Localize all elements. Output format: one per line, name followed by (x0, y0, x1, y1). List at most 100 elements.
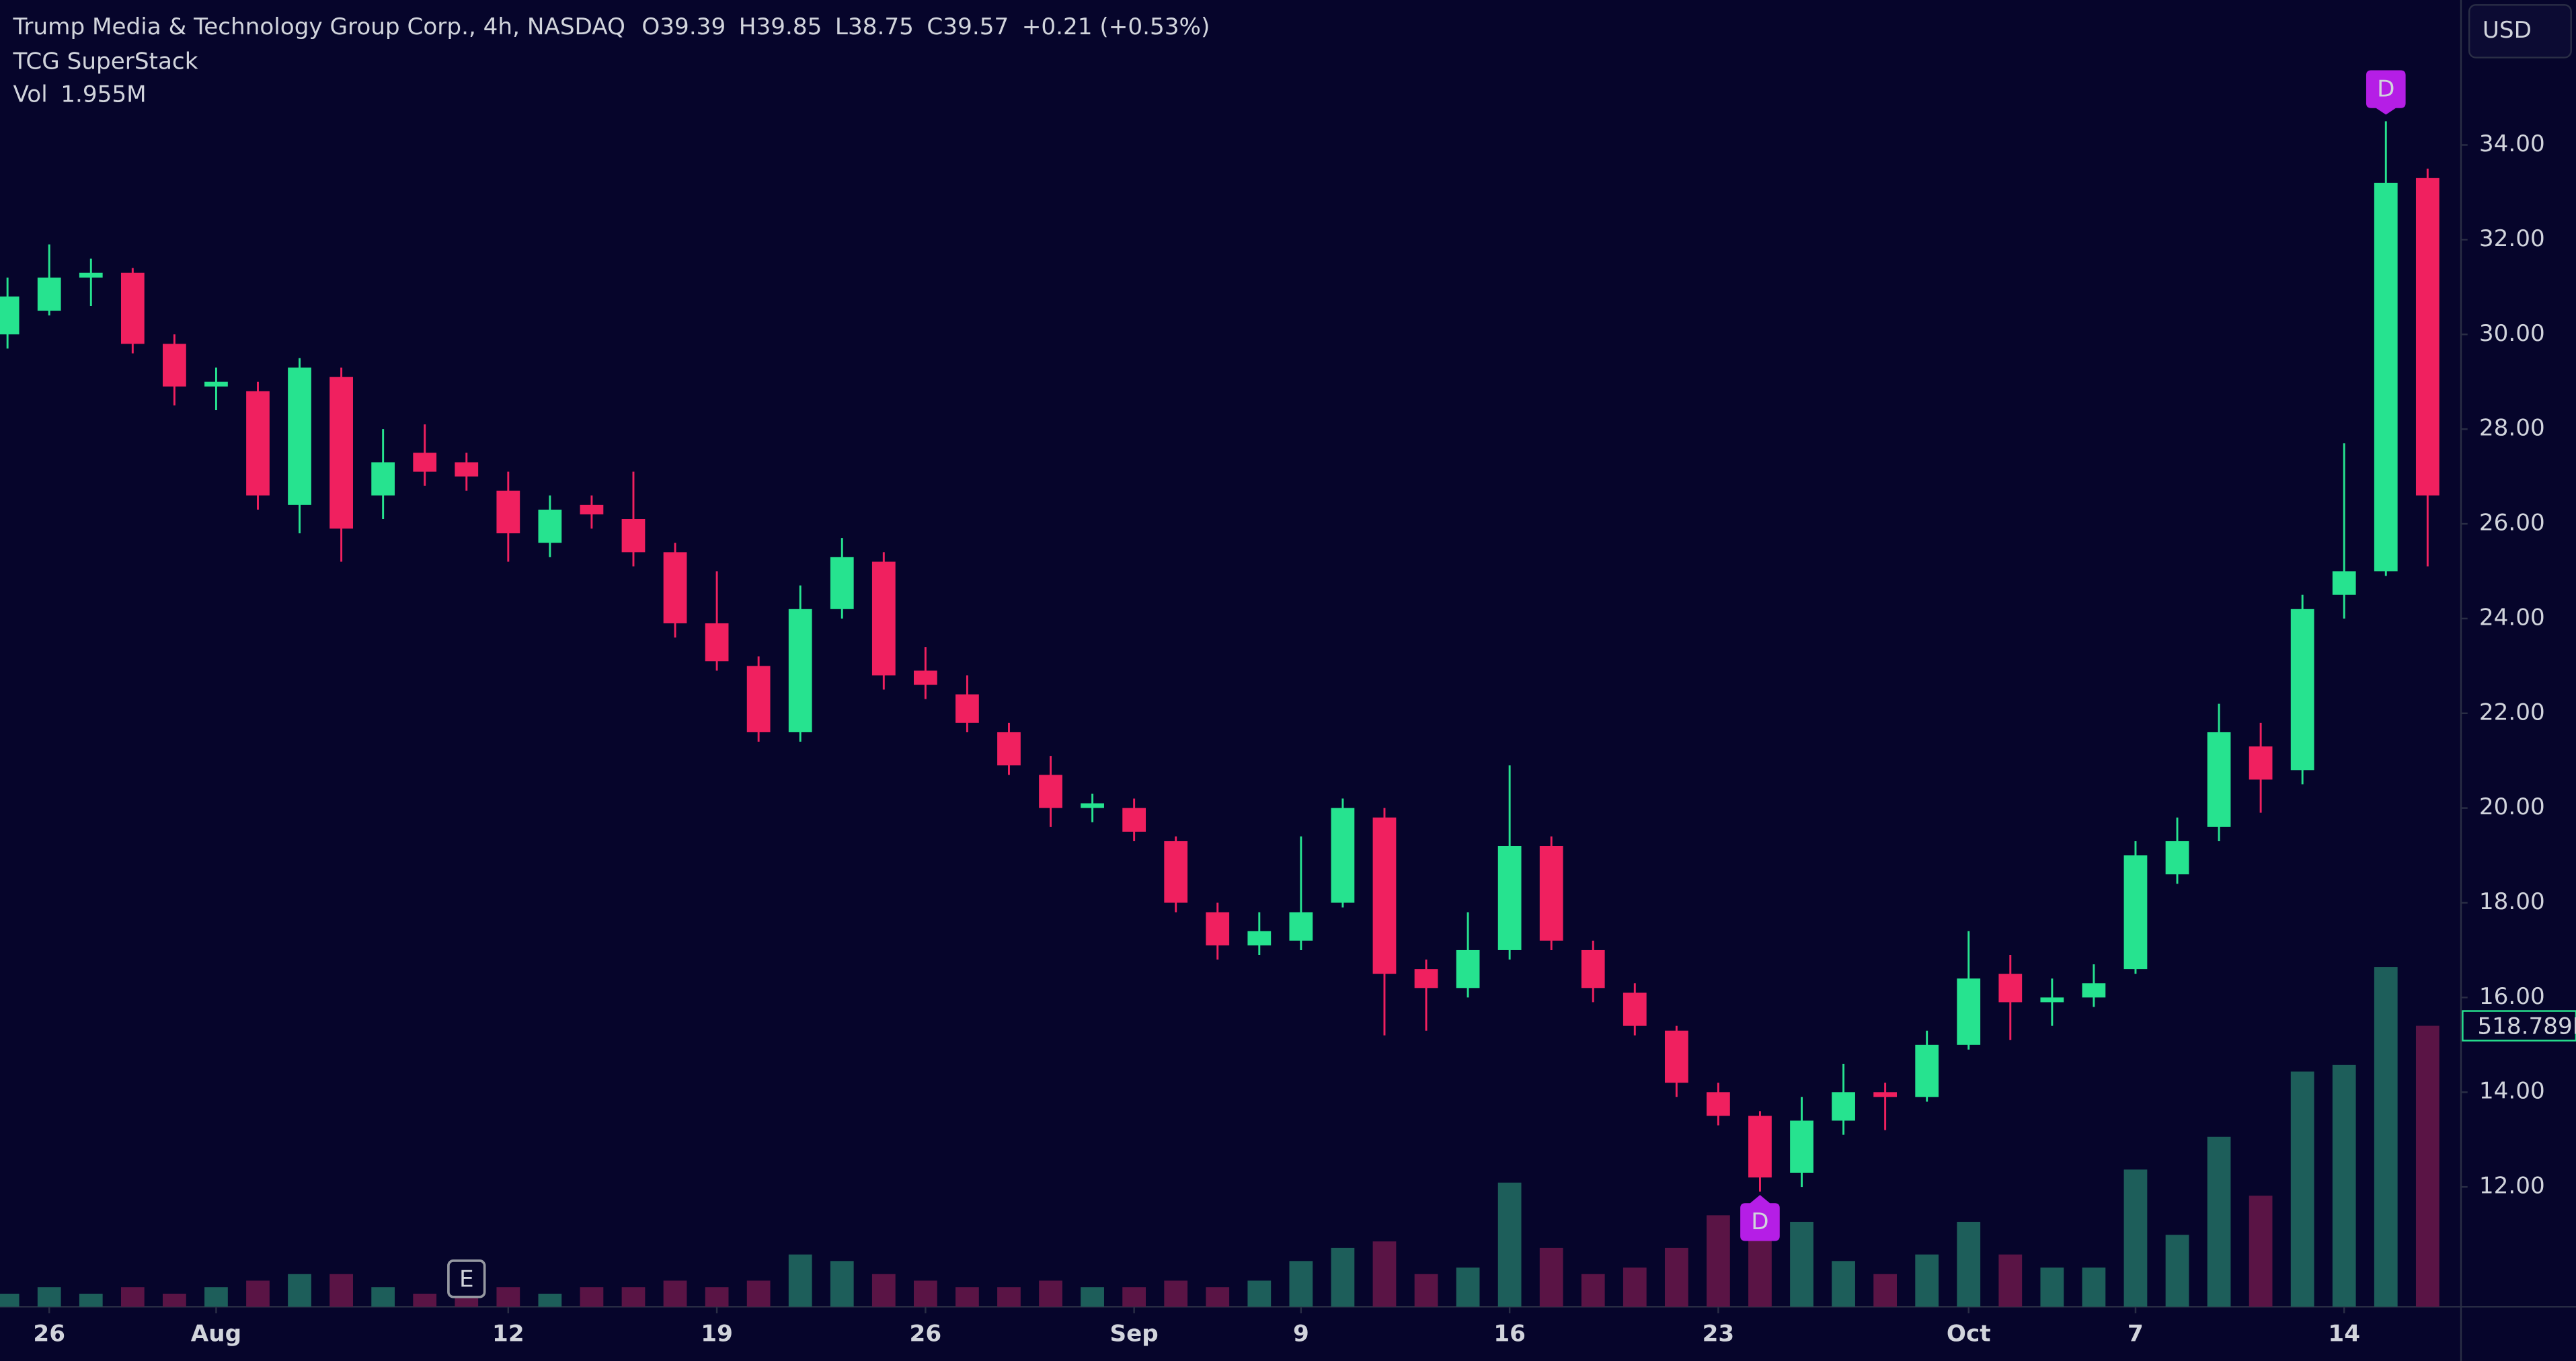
volume-bar (371, 1287, 395, 1307)
y-tick-label: 18.00 (2479, 888, 2545, 915)
candle-body (1497, 845, 1522, 950)
candle-body (1664, 1030, 1688, 1083)
candle-body (329, 377, 353, 529)
x-tick-label: Sep (1109, 1320, 1158, 1347)
y-tick-label: 12.00 (2479, 1173, 2545, 1200)
currency-button[interactable] (2468, 4, 2572, 59)
volume-bar (2082, 1268, 2106, 1307)
candle-body (1122, 808, 1146, 832)
candle-body (1623, 993, 1647, 1026)
candle-body (830, 557, 854, 609)
currency-label[interactable]: USD (2483, 17, 2532, 44)
volume-bar (955, 1287, 979, 1307)
x-tick-label: 23 (1703, 1320, 1735, 1347)
candle-body (2082, 983, 2106, 998)
candle-body (1873, 1092, 1897, 1097)
candle-body (580, 504, 604, 514)
volume-bar (1623, 1268, 1647, 1307)
volume-bar (1331, 1247, 1355, 1307)
volume-bar (329, 1274, 353, 1307)
volume-bar (1998, 1254, 2023, 1307)
y-tick-label: 28.00 (2479, 415, 2545, 442)
header-low: 38.75 (848, 13, 914, 40)
volume-bar (1164, 1280, 1188, 1307)
volume-bar (163, 1293, 186, 1307)
volume-bar (1206, 1287, 1230, 1307)
volume-bar (413, 1293, 437, 1307)
candle-body (413, 453, 437, 472)
volume-bar (2040, 1268, 2064, 1307)
y-tick-label: 34.00 (2479, 130, 2545, 157)
volume-bar (1122, 1287, 1146, 1307)
candle-body (0, 296, 19, 335)
volume-bar (538, 1293, 562, 1307)
signal-marker-label: D (2377, 75, 2394, 102)
volume-bar (788, 1254, 812, 1307)
candle-body (2207, 732, 2231, 827)
x-tick-label: 16 (1493, 1320, 1526, 1347)
volume-bar (1581, 1274, 1605, 1307)
volume-bar (2249, 1196, 2273, 1307)
x-tick-label: 7 (2128, 1320, 2144, 1347)
volume-bar (580, 1287, 604, 1307)
candle-body (1331, 808, 1355, 903)
candle-body (2415, 178, 2440, 496)
volume-bar (204, 1287, 228, 1307)
volume-bar (1664, 1247, 1688, 1307)
volume-bar (1832, 1261, 1855, 1307)
volume-bar (913, 1280, 937, 1307)
volume-bar (871, 1274, 896, 1307)
volume-bar (1497, 1182, 1522, 1307)
candle-body (1414, 969, 1438, 988)
candle-body (1539, 845, 1563, 941)
header-high: 39.85 (756, 13, 822, 40)
y-tick-label: 30.00 (2479, 320, 2545, 347)
candle-body (455, 462, 479, 477)
candle-body (1790, 1120, 1813, 1173)
candle-body (538, 509, 562, 543)
volume-bar (496, 1287, 520, 1307)
header-close-label: C (927, 13, 943, 40)
candle-body (288, 367, 311, 505)
y-tick-label: 20.00 (2479, 793, 2545, 820)
candle-body (1039, 775, 1062, 808)
volume-bar (830, 1261, 854, 1307)
candle-body (1206, 912, 1230, 945)
volume-bar (246, 1280, 270, 1307)
candle-body (1456, 949, 1480, 988)
candle-body (1957, 978, 1981, 1045)
volume-bar (1790, 1222, 1813, 1307)
candle-body (120, 272, 145, 344)
volume-bar (288, 1274, 311, 1307)
volume-bar (79, 1293, 103, 1307)
candle-body (1748, 1116, 1772, 1178)
x-tick-label: 26 (33, 1320, 65, 1347)
y-tick-label: 16.00 (2479, 983, 2545, 1010)
earnings-label: E (459, 1266, 474, 1293)
candle-body (705, 623, 729, 662)
volume-last-box (2462, 1010, 2576, 1042)
volume-bar (1456, 1268, 1480, 1307)
y-tick-label: 22.00 (2479, 699, 2545, 726)
volume-bar (1289, 1261, 1313, 1307)
header-change: +0.21 (+0.53%) (1022, 13, 1210, 40)
signal-marker (2366, 70, 2406, 115)
candle-body (788, 609, 812, 732)
x-tick-label: 26 (910, 1320, 942, 1347)
x-tick-label: Oct (1947, 1320, 1991, 1347)
volume-bar (705, 1287, 729, 1307)
volume-bar (2207, 1136, 2231, 1307)
volume-bar (1915, 1254, 1939, 1307)
candle-body (1832, 1092, 1855, 1121)
header-close: 39.57 (943, 13, 1009, 40)
volume-bar (1707, 1215, 1730, 1307)
volume-bar (746, 1280, 771, 1307)
volume-bar (120, 1287, 145, 1307)
x-tick-label: 12 (492, 1320, 524, 1347)
candle-body (1581, 949, 1605, 988)
candle-body (1372, 817, 1397, 974)
candle-body (1707, 1092, 1730, 1116)
volume-bar (37, 1287, 61, 1307)
volume-last-label: 518.789K (2477, 1013, 2576, 1040)
